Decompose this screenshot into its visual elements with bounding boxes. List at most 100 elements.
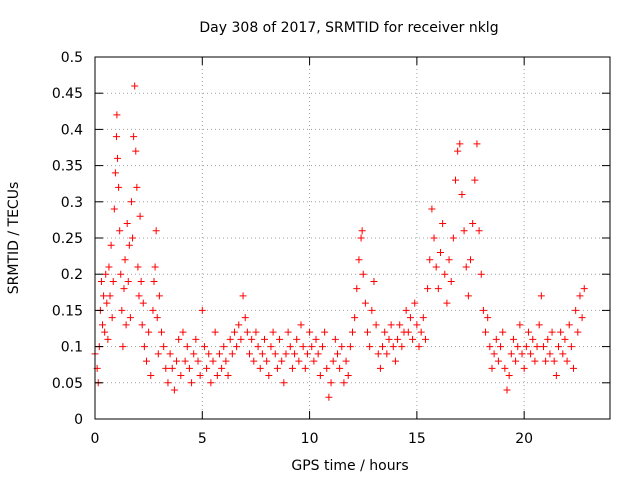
y-tick-label: 0.5 [61, 50, 83, 66]
data-point [133, 183, 141, 191]
data-point [203, 364, 211, 372]
data-point [567, 343, 575, 351]
data-point [477, 270, 485, 278]
data-point [179, 328, 187, 336]
data-point [233, 343, 241, 351]
data-point [116, 227, 124, 235]
data-point [346, 343, 354, 351]
data-point [175, 335, 183, 343]
data-point [145, 328, 153, 336]
data-point [353, 285, 361, 293]
data-point [372, 321, 380, 329]
data-point [430, 234, 438, 242]
data-point [293, 335, 301, 343]
data-point [123, 220, 131, 228]
data-point [237, 335, 245, 343]
data-point [387, 321, 395, 329]
data-point [106, 292, 114, 300]
data-point [374, 350, 382, 358]
data-point [124, 277, 132, 285]
data-point [153, 314, 161, 322]
data-point [135, 292, 143, 300]
data-point [256, 364, 264, 372]
x-tick-label: 10 [301, 431, 319, 447]
data-point [497, 343, 505, 351]
data-point [524, 328, 532, 336]
data-point [150, 277, 158, 285]
data-point [194, 357, 202, 365]
data-point [117, 270, 125, 278]
data-point [499, 328, 507, 336]
data-point [548, 328, 556, 336]
data-point [533, 343, 541, 351]
data-point [441, 270, 449, 278]
y-tick-label: 0.2 [61, 267, 83, 283]
data-point [563, 357, 571, 365]
data-point [349, 328, 356, 336]
data-point [488, 364, 496, 372]
data-point [364, 328, 372, 336]
x-tick-label: 5 [198, 431, 207, 447]
data-point [113, 111, 121, 119]
data-point [413, 321, 421, 329]
data-point [306, 328, 314, 336]
axis-ticks: 0 0.05 0.1 0.15 0.2 0.25 0.3 0.35 0.4 0.45 0.5 0 5 10… [52, 50, 610, 447]
data-point [162, 364, 170, 372]
data-point [121, 256, 129, 264]
data-point [261, 335, 269, 343]
data-point [254, 343, 262, 351]
data-point [243, 328, 251, 336]
data-point [514, 343, 522, 351]
y-tick-label: 0.05 [52, 376, 83, 392]
data-point [314, 350, 322, 358]
data-point [119, 343, 127, 351]
data-point [436, 248, 444, 256]
data-point [542, 357, 550, 365]
data-point [137, 277, 145, 285]
data-point [136, 212, 144, 220]
data-point [535, 321, 543, 329]
data-point [220, 343, 228, 351]
data-point [456, 140, 464, 148]
data-point [107, 241, 115, 249]
data-point [114, 154, 122, 162]
data-point [125, 241, 133, 249]
data-point [482, 328, 490, 336]
data-point [226, 335, 234, 343]
data-point [152, 227, 160, 235]
data-point [139, 299, 147, 307]
data-point [421, 335, 429, 343]
data-point [183, 343, 191, 351]
data-point [291, 350, 299, 358]
data-point [196, 372, 204, 380]
data-point [357, 234, 365, 242]
data-point [396, 321, 404, 329]
data-point [269, 328, 277, 336]
data-point [507, 350, 515, 358]
data-point [308, 343, 316, 351]
data-point [312, 335, 320, 343]
data-point [574, 328, 582, 336]
data-point [211, 328, 219, 336]
data-point [576, 292, 584, 300]
data-point [105, 263, 113, 271]
data-point [329, 357, 337, 365]
data-point [115, 183, 123, 191]
data-point [276, 335, 284, 343]
data-point [271, 350, 279, 358]
data-point [278, 357, 286, 365]
plot-frame [94, 56, 611, 420]
data-point [198, 306, 206, 314]
data-point [434, 285, 442, 293]
data-point [402, 306, 410, 314]
data-point [170, 386, 178, 394]
data-point [479, 306, 487, 314]
data-point [366, 343, 374, 351]
data-point [464, 292, 472, 300]
data-point [109, 277, 117, 285]
data-point [200, 343, 208, 351]
data-point [321, 328, 329, 336]
data-point [415, 343, 423, 351]
data-point [484, 314, 492, 322]
data-point [280, 379, 288, 387]
